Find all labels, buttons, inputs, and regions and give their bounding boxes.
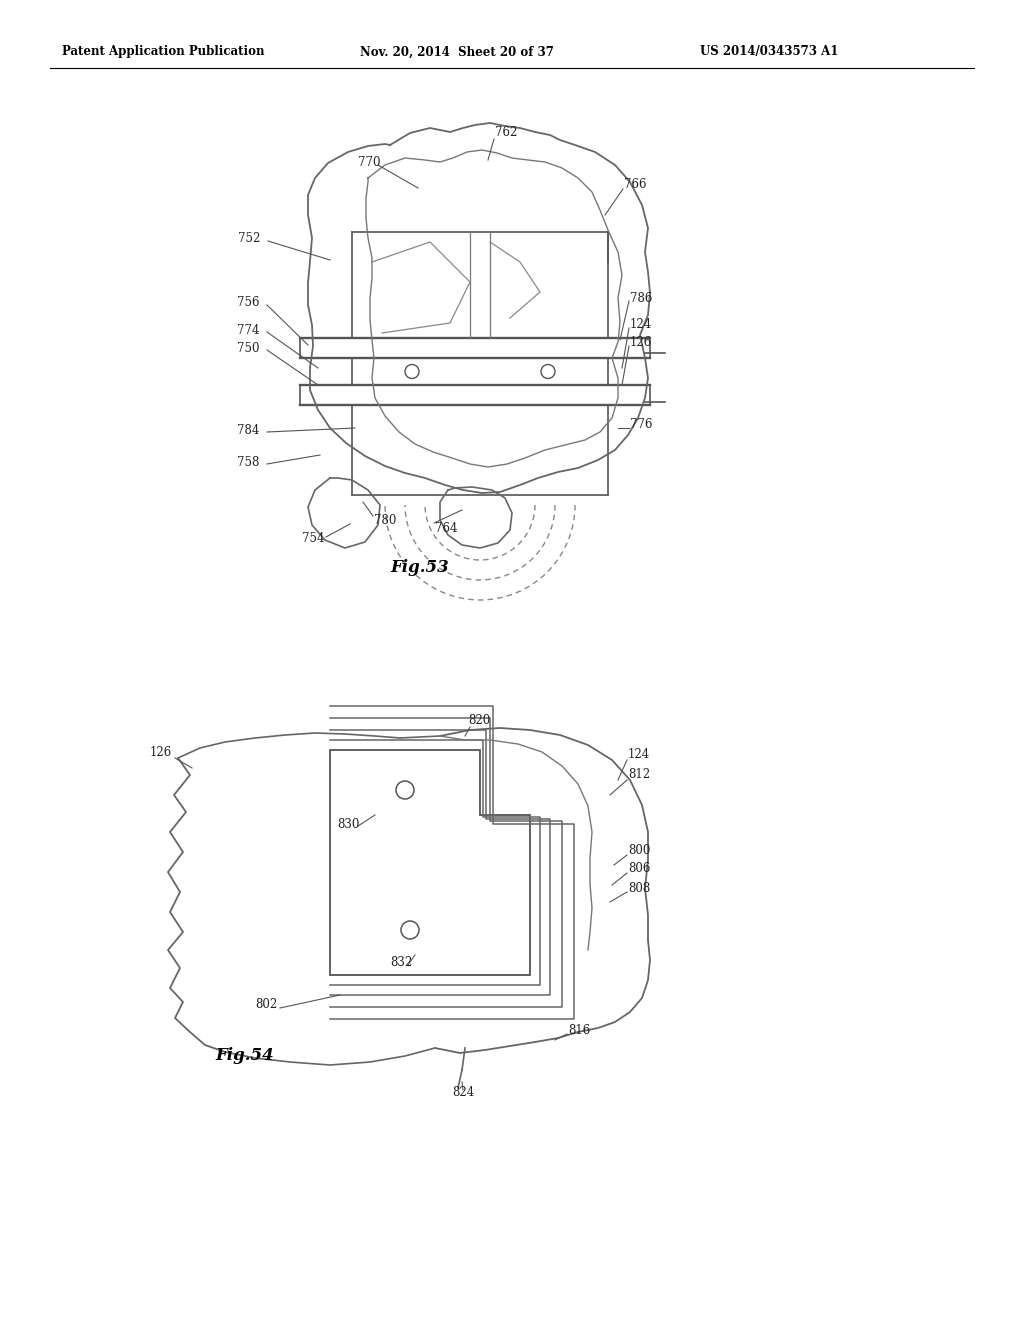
Text: 126: 126 — [630, 337, 652, 350]
Text: 820: 820 — [468, 714, 490, 726]
Text: Fig.53: Fig.53 — [390, 558, 449, 576]
Text: 756: 756 — [237, 296, 259, 309]
Text: 816: 816 — [568, 1023, 590, 1036]
Text: 812: 812 — [628, 768, 650, 781]
Text: 762: 762 — [495, 127, 517, 140]
Text: 774: 774 — [237, 323, 259, 337]
Text: 786: 786 — [630, 292, 652, 305]
Text: 124: 124 — [630, 318, 652, 331]
Text: 824: 824 — [452, 1086, 474, 1100]
Text: 806: 806 — [628, 862, 650, 874]
Text: 780: 780 — [374, 513, 396, 527]
Text: 764: 764 — [435, 521, 458, 535]
Text: 124: 124 — [628, 748, 650, 762]
Text: 808: 808 — [628, 882, 650, 895]
Text: 750: 750 — [237, 342, 259, 355]
Text: 830: 830 — [337, 818, 359, 832]
Text: 752: 752 — [238, 231, 260, 244]
Text: 770: 770 — [358, 156, 381, 169]
Text: 784: 784 — [237, 424, 259, 437]
Text: Patent Application Publication: Patent Application Publication — [62, 45, 264, 58]
Text: 776: 776 — [630, 418, 652, 432]
Text: 832: 832 — [390, 956, 413, 969]
Text: 758: 758 — [237, 455, 259, 469]
Text: 126: 126 — [150, 746, 172, 759]
Text: Fig.54: Fig.54 — [215, 1047, 273, 1064]
Text: 800: 800 — [628, 843, 650, 857]
Text: 802: 802 — [255, 998, 278, 1011]
Text: Nov. 20, 2014  Sheet 20 of 37: Nov. 20, 2014 Sheet 20 of 37 — [360, 45, 554, 58]
Text: 766: 766 — [624, 178, 646, 191]
Text: US 2014/0343573 A1: US 2014/0343573 A1 — [700, 45, 839, 58]
Text: 754: 754 — [302, 532, 325, 544]
